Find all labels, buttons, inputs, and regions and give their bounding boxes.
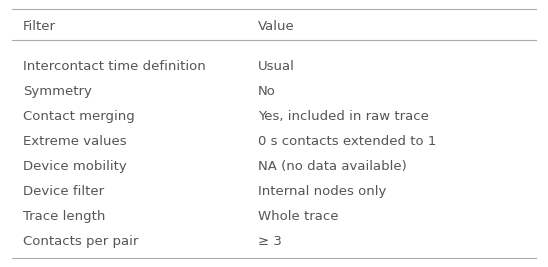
Text: Contact merging: Contact merging: [23, 110, 135, 123]
Text: Extreme values: Extreme values: [23, 135, 127, 148]
Text: Yes, included in raw trace: Yes, included in raw trace: [258, 110, 429, 123]
Text: Symmetry: Symmetry: [23, 85, 92, 98]
Text: 0 s contacts extended to 1: 0 s contacts extended to 1: [258, 135, 436, 148]
Text: Device mobility: Device mobility: [23, 160, 127, 173]
Text: Filter: Filter: [23, 20, 56, 33]
Text: Device filter: Device filter: [23, 185, 104, 198]
Text: Intercontact time definition: Intercontact time definition: [23, 60, 206, 73]
Text: Usual: Usual: [258, 60, 294, 73]
Text: NA (no data available): NA (no data available): [258, 160, 407, 173]
Text: Whole trace: Whole trace: [258, 210, 338, 223]
Text: Contacts per pair: Contacts per pair: [23, 235, 139, 248]
Text: Internal nodes only: Internal nodes only: [258, 185, 386, 198]
Text: Value: Value: [258, 20, 294, 33]
Text: No: No: [258, 85, 276, 98]
Text: Trace length: Trace length: [23, 210, 106, 223]
Text: ≥ 3: ≥ 3: [258, 235, 282, 248]
